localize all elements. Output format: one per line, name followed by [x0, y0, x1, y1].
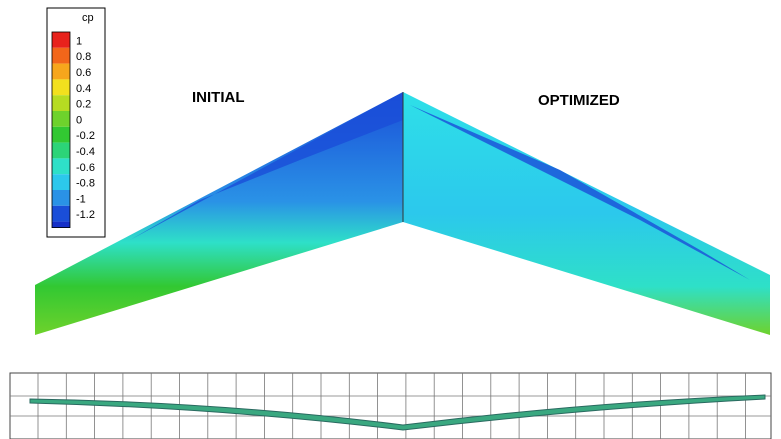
legend-label: 1: [76, 35, 82, 47]
legend-swatch: [52, 222, 70, 228]
legend-label: 0.2: [76, 99, 91, 111]
legend-swatch: [52, 111, 70, 127]
legend-label: -1: [76, 193, 86, 205]
legend-swatch: [52, 174, 70, 190]
legend-label: -0.6: [76, 162, 95, 174]
legend-label: 0.6: [76, 67, 91, 79]
legend-label: 0.8: [76, 51, 91, 63]
legend-swatch: [52, 127, 70, 143]
legend-swatch: [52, 190, 70, 206]
figure: cp 10.80.60.40.20-0.2-0.4-0.6-0.8-1-1.2 …: [0, 0, 781, 439]
legend-swatch: [52, 32, 70, 48]
legend-label: -1.2: [76, 209, 95, 221]
initial-label: INITIAL: [192, 89, 245, 106]
legend-label: 0: [76, 114, 82, 126]
legend-label: -0.2: [76, 130, 95, 142]
legend-swatch: [52, 206, 70, 222]
legend-swatch: [52, 143, 70, 159]
legend-label: -0.8: [76, 178, 95, 190]
legend-swatch: [52, 79, 70, 95]
optimized-label: OPTIMIZED: [538, 92, 620, 109]
page: {"legend": {"title": "cp", "levels": [ {…: [0, 0, 781, 439]
legend-label: -0.4: [76, 146, 95, 158]
legend-label: 0.4: [76, 83, 91, 95]
legend-swatch: [52, 64, 70, 80]
legend-title: cp: [82, 12, 94, 24]
legend-swatch: [52, 158, 70, 174]
side-view: [10, 373, 771, 439]
legend-swatch: [52, 95, 70, 111]
legend-swatch: [52, 48, 70, 64]
wing-top-view: [35, 92, 770, 335]
